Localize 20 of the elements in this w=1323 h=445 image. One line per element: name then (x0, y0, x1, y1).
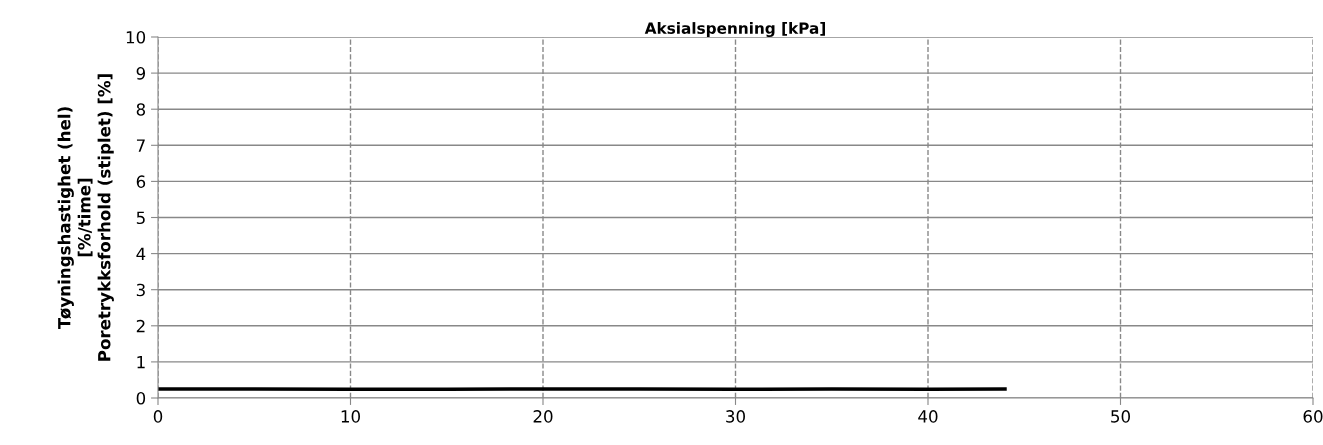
y-tick-label: 10 (126, 30, 146, 44)
y-tick-label: 3 (136, 283, 145, 297)
y-axis-title: Tøyningshastighet (hel) [%/time] Poretrykksforhold (stiplet) [%] (57, 74, 114, 361)
y-tick-label: 2 (136, 319, 145, 333)
y-tick-label: 6 (136, 175, 146, 188)
x-tick-label: 40 (918, 410, 938, 423)
y-tick-label: 0 (136, 391, 146, 405)
y-tick-label: 1 (137, 356, 145, 369)
y-tick-label: 8 (136, 103, 146, 116)
x-tick-label: 20 (533, 410, 553, 423)
x-tick-label: 10 (341, 410, 360, 423)
x-tick-label: 30 (726, 410, 745, 423)
y-tick-label: 5 (136, 211, 145, 225)
x-tick-label: 50 (1111, 410, 1130, 423)
y-tick-label: 4 (136, 247, 146, 260)
x-tick-label: 0 (153, 410, 163, 423)
chart-title: Aksialspenning [kPa] (644, 22, 825, 37)
x-tick-label: 60 (1303, 410, 1323, 423)
y-tick-label: 9 (136, 67, 146, 80)
y-tick-label: 7 (136, 139, 145, 152)
